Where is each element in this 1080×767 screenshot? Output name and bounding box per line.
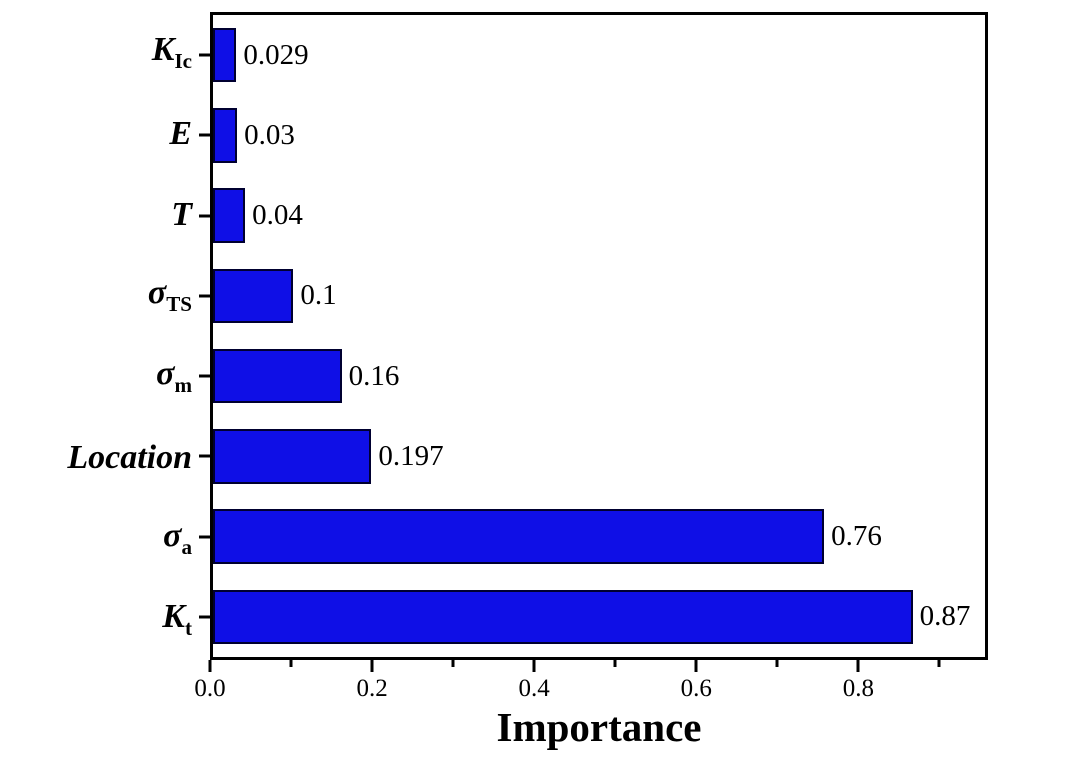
y-axis-tick [199,133,210,137]
x-axis-major-tick [370,660,374,672]
x-axis-major-tick [856,660,860,672]
category-label-text: σTS [147,274,192,316]
category-label: T [0,174,192,255]
category-label-text: E [169,114,192,152]
category-label: E [0,93,192,174]
category-label: σTS [0,255,192,336]
bar-row: 0.197 [213,416,985,496]
bar-value-label: 0.16 [348,359,400,392]
category-label-text: KIc [151,31,192,73]
category-label: σa [0,498,192,579]
bar-value-label: 0.197 [378,439,444,472]
bar-row: 0.029 [213,15,985,95]
x-axis-minor-tick [937,660,941,667]
category-label: Location [0,417,192,498]
bar-row: 0.76 [213,497,985,577]
y-axis-tick [199,214,210,218]
y-axis-tick [199,374,210,378]
plot-area: 0.029 0.03 0.04 0.1 0.16 0.197 0.76 0.87 [199,12,988,660]
category-label: σm [0,336,192,417]
category-label: Kt [0,579,192,660]
category-label-text: σa [163,517,192,559]
x-axis-tick-label: 0.0 [194,675,226,702]
x-axis-tick-label: 0.8 [842,675,874,702]
x-axis-minor-tick [775,660,779,667]
x-axis-tick-label: 0.6 [680,675,712,702]
x-axis-tick-label: 0.4 [518,675,550,702]
category-label-text: σm [156,355,192,397]
bar [213,509,825,564]
category-label-text: Kt [162,598,192,640]
bar-row: 0.1 [213,256,985,336]
bar-value-label: 0.87 [919,600,971,633]
bar [213,589,913,645]
bar [213,188,246,243]
bar [213,268,294,324]
category-label-text: T [171,195,192,233]
x-axis-major-tick [694,660,698,672]
y-axis-tick [199,53,210,57]
bar-row: 0.16 [213,336,985,416]
bar-value-label: 0.04 [252,199,303,232]
category-label: KIc [0,12,192,93]
bar-value-label: 0.03 [244,118,295,151]
bar-row: 0.04 [213,176,985,256]
y-axis-tick [199,535,210,539]
x-axis: 0.0 0.2 0.4 0.6 0.8 [194,660,988,708]
bar [213,27,237,83]
bar [213,348,342,404]
bar-value-label: 0.029 [243,38,309,71]
y-axis-tick [199,615,210,619]
x-axis-tick-label: 0.2 [356,675,388,702]
bar [213,108,238,163]
bar-row: 0.87 [213,577,985,657]
x-axis-major-tick [208,660,212,672]
bar-value-label: 0.1 [300,279,337,312]
bar [213,429,372,484]
x-axis-minor-tick [613,660,617,667]
bar-row: 0.03 [213,95,985,175]
x-axis-major-tick [532,660,536,672]
x-axis-title: Importance [496,704,702,750]
bar-value-label: 0.76 [831,520,882,553]
y-axis-tick [199,454,210,458]
y-axis-tick [199,294,210,298]
category-label-text: Location [67,438,192,476]
x-axis-minor-tick [451,660,455,667]
x-axis-minor-tick [289,660,293,667]
